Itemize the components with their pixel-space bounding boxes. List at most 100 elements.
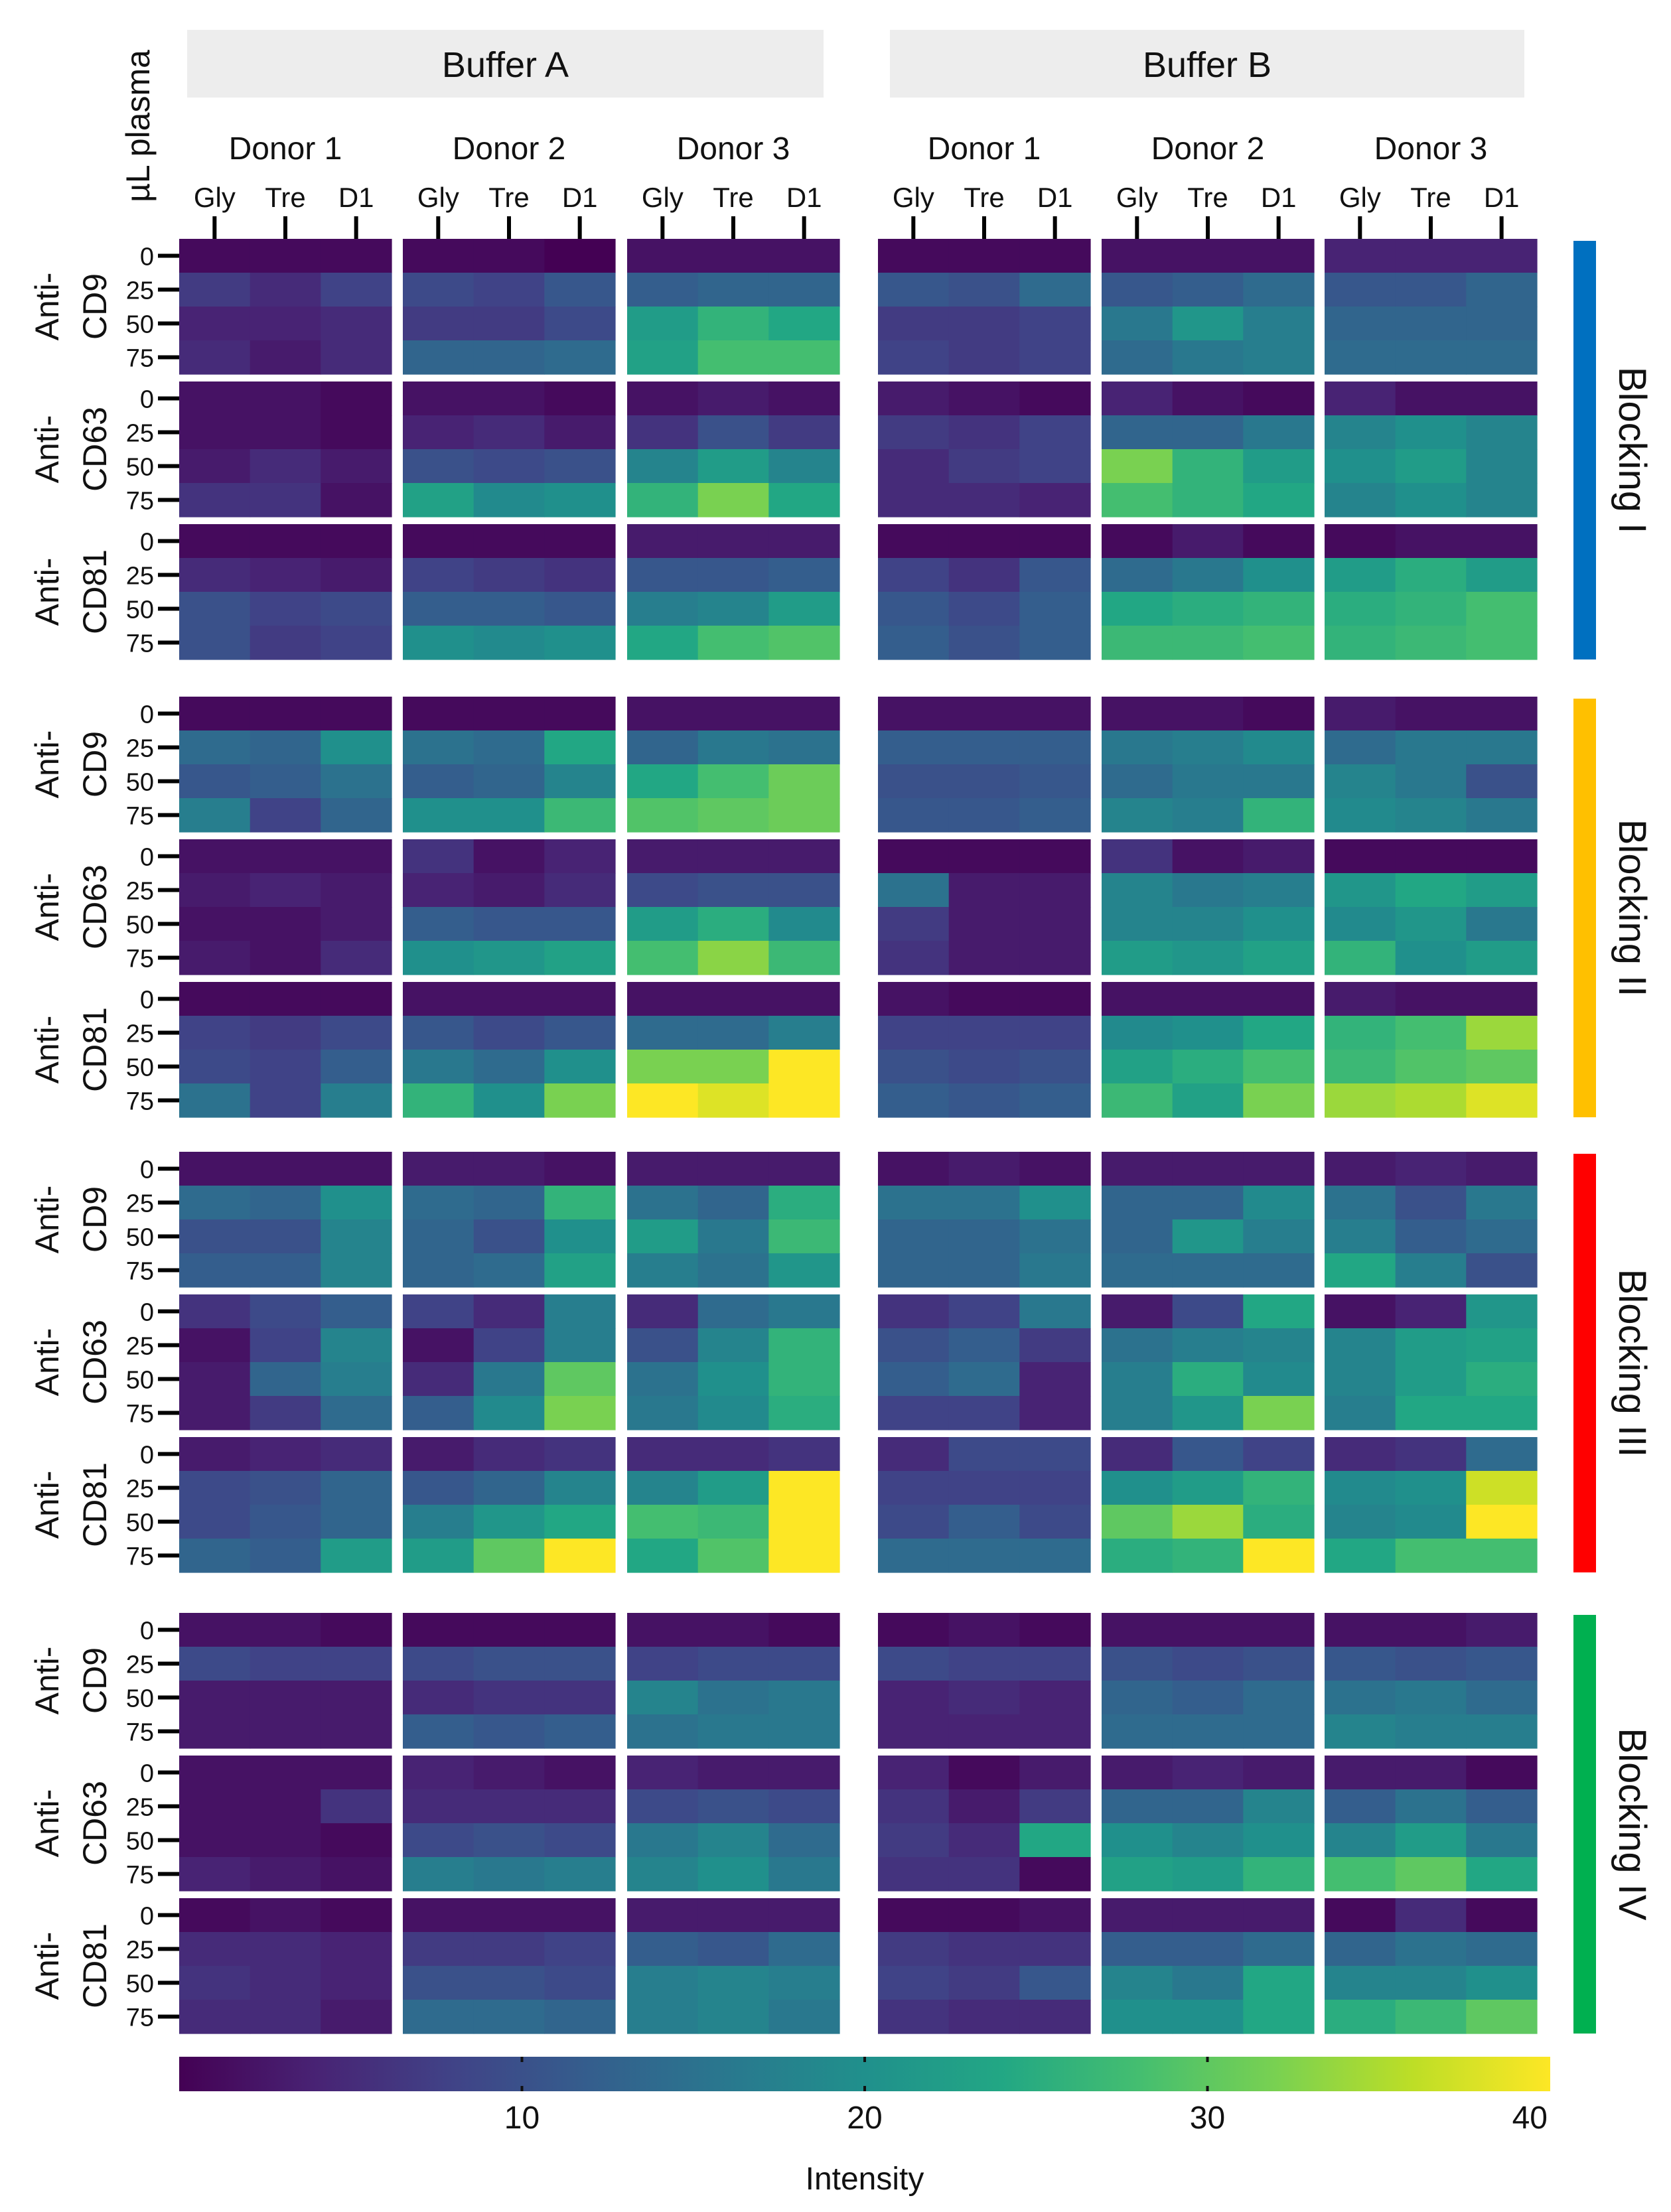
heat-cell [250, 1857, 321, 1892]
heat-cell [179, 2000, 251, 2034]
heat-cell [768, 1932, 840, 1967]
heat-cell [697, 1681, 769, 1715]
heat-cell [1243, 873, 1315, 908]
heat-cell [1395, 1152, 1467, 1186]
heat-cell [878, 697, 950, 731]
heat-cell [1395, 592, 1467, 626]
heat-cell [403, 558, 474, 592]
heat-cell [627, 764, 699, 799]
heat-cell [1325, 1362, 1396, 1397]
heat-cell [878, 1613, 950, 1647]
heat-cell [1172, 1647, 1244, 1681]
heat-cell [403, 1756, 474, 1790]
heat-cell [544, 381, 616, 416]
heat-cell [473, 798, 545, 833]
heat-cell [768, 1857, 840, 1892]
heat-cell [1466, 1823, 1538, 1858]
heat-cell [697, 273, 769, 307]
heat-cell [1172, 1294, 1244, 1329]
heat-cell [544, 1219, 616, 1254]
colorbar: 10 20 30 40 Intensity [179, 2057, 1550, 2197]
heat-cell [403, 1253, 474, 1288]
heat-cell [768, 941, 840, 975]
heat-cell [321, 381, 392, 416]
heat-cell [948, 239, 1020, 273]
heat-cell [1395, 1362, 1467, 1397]
heat-cell [697, 1471, 769, 1505]
heat-cell [948, 1152, 1020, 1186]
plasma-level-label: 0 [140, 987, 154, 1014]
heat-cell [768, 1362, 840, 1397]
heat-cell [473, 558, 545, 592]
heat-cell [948, 307, 1020, 341]
heat-cell [1466, 1539, 1538, 1573]
heat-cell [627, 1857, 699, 1892]
heat-cell [1019, 764, 1091, 799]
heat-cell [1019, 1539, 1091, 1573]
heat-cell [1243, 1539, 1315, 1573]
heat-cell [1466, 1613, 1538, 1647]
heat-cell [473, 697, 545, 731]
heat-cell [179, 1328, 251, 1363]
heat-cell [1102, 1789, 1173, 1824]
heat-cell [544, 558, 616, 592]
heat-cell [321, 764, 392, 799]
heat-cell [948, 697, 1020, 731]
heat-cell [1019, 1505, 1091, 1539]
antibody-label: Anti- CD9 [29, 1647, 113, 1715]
heat-cell [1019, 1186, 1091, 1220]
heat-cell [1172, 1898, 1244, 1933]
plasma-level-label: 0 [140, 1760, 154, 1788]
antibody-label-line1: Anti- [29, 1932, 66, 2000]
heat-cell [1325, 1050, 1396, 1084]
treatment-label: Tre [964, 182, 1004, 213]
heat-cell [1102, 1437, 1173, 1472]
heat-cell [1395, 1186, 1467, 1220]
heat-cell [878, 415, 950, 450]
heat-cell [321, 626, 392, 660]
heat-cell [179, 239, 251, 273]
heat-cell [403, 1613, 474, 1647]
heat-cell [627, 1253, 699, 1288]
heat-cell [1172, 1681, 1244, 1715]
heat-cell [697, 798, 769, 833]
heat-cell [1395, 1396, 1467, 1430]
heat-cell [473, 449, 545, 484]
heat-cell [1466, 449, 1538, 484]
heat-cell [321, 873, 392, 908]
treatment-label: Tre [265, 182, 305, 213]
heat-cell [403, 1505, 474, 1539]
heat-cell [1243, 415, 1315, 450]
heat-cell [544, 483, 616, 518]
heat-cell [1019, 415, 1091, 450]
plasma-level-label: 0 [140, 529, 154, 557]
heat-cell [544, 730, 616, 765]
heat-cell [1102, 1362, 1173, 1397]
heat-cell [321, 340, 392, 375]
heat-cell [1172, 982, 1244, 1016]
heat-cell [1019, 1714, 1091, 1749]
heat-cell [627, 982, 699, 1016]
heat-cell [1325, 1756, 1396, 1790]
heat-cell [1019, 340, 1091, 375]
heat-cell [403, 1898, 474, 1933]
heat-cell [878, 524, 950, 559]
heat-cell [878, 839, 950, 874]
heat-cell [179, 558, 251, 592]
heat-cell [403, 381, 474, 416]
heat-cell [544, 1539, 616, 1573]
heat-cell [544, 1756, 616, 1790]
heat-cell [878, 2000, 950, 2034]
antibody-label: Anti- CD81 [29, 1462, 113, 1547]
heat-cell [403, 1539, 474, 1573]
heat-cell [1019, 307, 1091, 341]
heat-cell [250, 1328, 321, 1363]
heat-cell [1102, 1471, 1173, 1505]
heat-cell [1325, 415, 1396, 450]
heat-cell [179, 798, 251, 833]
heat-cell [768, 239, 840, 273]
heat-cell [1243, 1083, 1315, 1118]
heat-cell [321, 239, 392, 273]
heat-cell [1395, 1294, 1467, 1329]
heat-cell [627, 1539, 699, 1573]
